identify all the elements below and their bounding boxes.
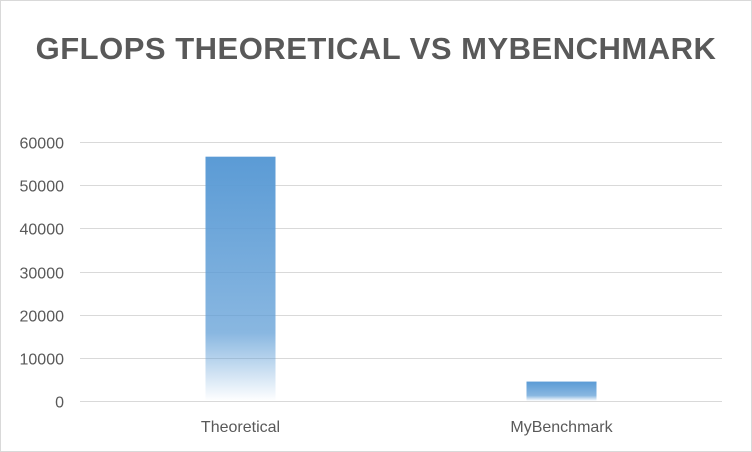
y-tick-label: 10000	[20, 352, 65, 369]
bar-mybenchmark	[526, 381, 597, 401]
y-tick-label: 40000	[20, 222, 65, 239]
y-tick-label: 60000	[20, 136, 65, 153]
x-category-label: MyBenchmark	[510, 419, 613, 436]
bars	[205, 156, 597, 401]
y-tick-label: 20000	[20, 309, 65, 326]
chart-title: GFLOPS THEORETICAL VS MYBENCHMARK	[35, 31, 717, 66]
y-tick-label: 30000	[20, 266, 65, 283]
gridlines	[80, 142, 722, 402]
bar-theoretical	[205, 156, 276, 401]
y-tick-label: 0	[55, 395, 64, 412]
x-category-label: Theoretical	[201, 419, 280, 436]
axis-labels: 0 10000 20000 30000 40000 50000 60000 Theoretic…	[20, 136, 614, 437]
y-tick-label: 50000	[20, 179, 65, 196]
